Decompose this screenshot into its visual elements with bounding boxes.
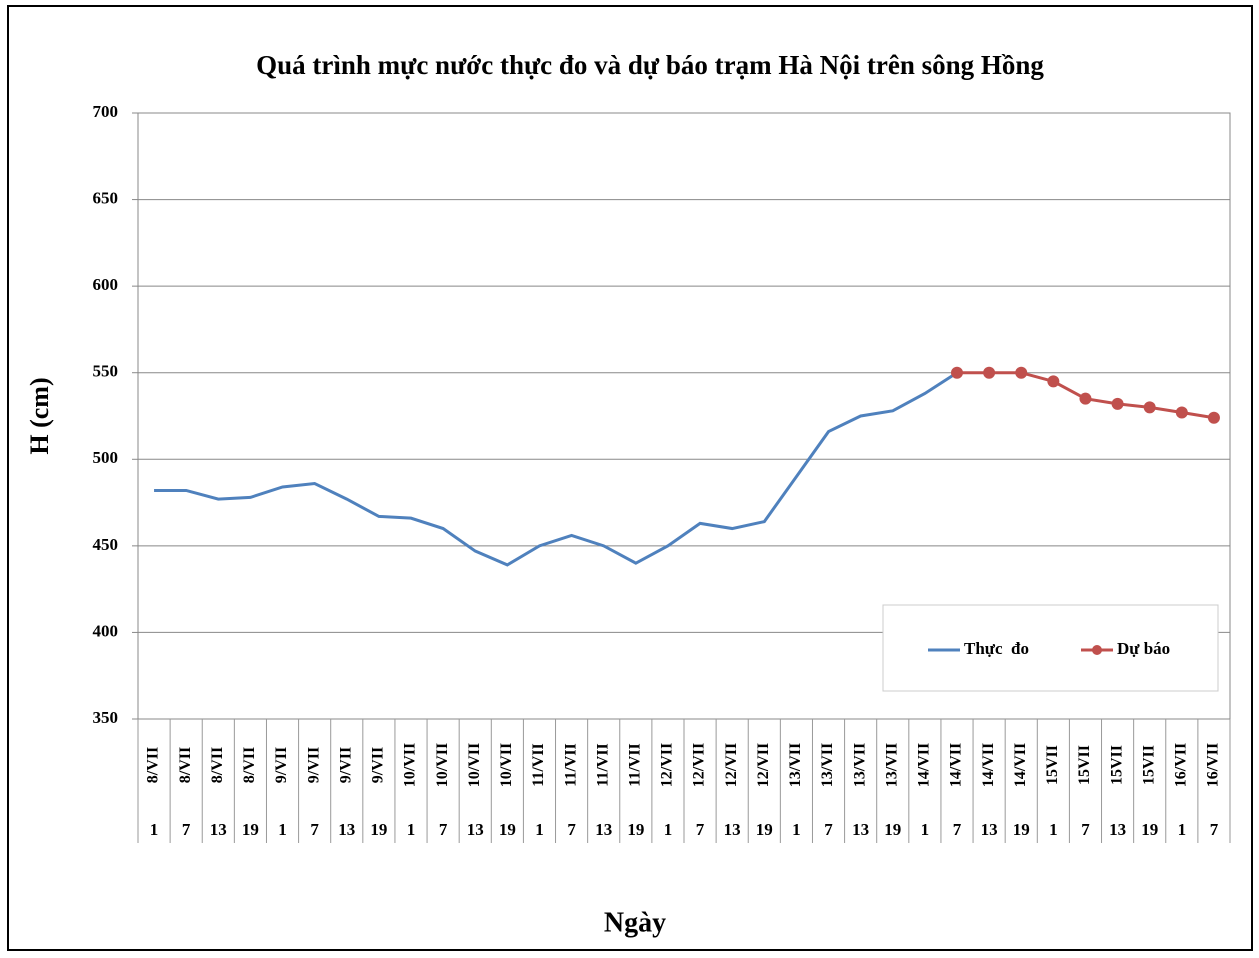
x-tick-sublabel: 1 (1178, 820, 1187, 839)
y-tick-label: 450 (93, 535, 119, 554)
x-tick-sublabel: 1 (921, 820, 930, 839)
x-tick-sublabel: 19 (370, 820, 387, 839)
x-tick-sublabel: 19 (627, 820, 644, 839)
x-tick-sublabel: 13 (595, 820, 612, 839)
x-tick-label: 9/VII (273, 747, 290, 783)
x-tick-sublabel: 7 (696, 820, 705, 839)
x-tick-label: 8/VII (145, 747, 162, 783)
x-tick-sublabel: 7 (1210, 820, 1219, 839)
x-tick-sublabel: 7 (824, 820, 833, 839)
x-tick-sublabel: 13 (981, 820, 998, 839)
x-tick-sublabel: 7 (439, 820, 448, 839)
y-tick-label: 700 (93, 102, 119, 121)
x-tick-label: 13/VII (787, 743, 804, 787)
x-tick-label: 16/VII (1205, 743, 1222, 787)
x-tick-sublabel: 1 (407, 820, 416, 839)
series-line (154, 371, 958, 567)
y-tick-label: 600 (93, 275, 119, 294)
y-tick-label: 500 (93, 448, 119, 467)
x-tick-label: 13/VII (851, 743, 868, 787)
x-tick-label: 10/VII (402, 743, 419, 787)
x-tick-label: 14/VII (916, 743, 933, 787)
x-tick-sublabel: 1 (664, 820, 673, 839)
legend-label: Thực đo (964, 639, 1029, 658)
chart-title: Quá trình mực nước thực đo và dự báo trạ… (256, 50, 1044, 80)
x-tick-label: 16/VII (1172, 743, 1189, 787)
x-tick-sublabel: 1 (150, 820, 159, 839)
point (1079, 392, 1092, 405)
x-tick-label: 10/VII (434, 743, 451, 787)
x-tick-label: 9/VII (337, 747, 354, 783)
x-tick-label: 9/VII (370, 747, 387, 783)
x-tick-sublabel: 1 (535, 820, 544, 839)
x-tick-label: 11/VII (594, 743, 611, 787)
x-tick-label: 14/VII (1012, 743, 1029, 787)
x-tick-label: 13/VII (883, 743, 900, 787)
x-tick-sublabel: 7 (567, 820, 576, 839)
x-tick-label: 9/VII (305, 747, 322, 783)
x-tick-label: 13/VII (819, 743, 836, 787)
x-tick-label: 12/VII (723, 743, 740, 787)
x-tick-sublabel: 1 (278, 820, 287, 839)
y-tick-label: 550 (93, 362, 119, 381)
x-tick-label: 8/VII (209, 747, 226, 783)
x-tick-sublabel: 13 (210, 820, 227, 839)
x-tick-sublabel: 19 (1141, 820, 1158, 839)
x-tick-label: 15VII (1108, 745, 1125, 785)
point (1207, 411, 1220, 424)
point (1111, 397, 1124, 410)
x-tick-label: 12/VII (691, 743, 708, 787)
y-tick-label: 400 (93, 621, 119, 640)
x-tick-label: 14/VII (948, 743, 965, 787)
x-tick-sublabel: 1 (792, 820, 801, 839)
x-tick-label: 11/VII (530, 743, 547, 787)
point (1175, 406, 1188, 419)
legend-label: Dự báo (1117, 639, 1170, 658)
x-tick-sublabel: 19 (884, 820, 901, 839)
x-tick-sublabel: 1 (1049, 820, 1058, 839)
point (951, 366, 963, 379)
x-tick-label: 8/VII (177, 747, 194, 783)
y-tick-label: 350 (93, 708, 119, 727)
x-tick-sublabel: 19 (756, 820, 773, 839)
legend-marker (1092, 645, 1102, 655)
x-tick-sublabel: 7 (1081, 820, 1090, 839)
x-axis-label: Ngày (604, 907, 666, 938)
x-tick-label: 14/VII (980, 743, 997, 787)
x-tick-label: 10/VII (466, 743, 483, 787)
x-tick-label: 15VII (1044, 745, 1061, 785)
x-tick-sublabel: 13 (1109, 820, 1126, 839)
x-tick-sublabel: 19 (242, 820, 259, 839)
point (1047, 375, 1060, 388)
point (1015, 366, 1028, 379)
y-tick-label: 650 (93, 188, 119, 207)
x-tick-label: 10/VII (498, 743, 515, 787)
x-tick-sublabel: 7 (953, 820, 962, 839)
x-tick-sublabel: 7 (182, 820, 191, 839)
x-tick-sublabel: 13 (467, 820, 484, 839)
x-tick-sublabel: 19 (1013, 820, 1030, 839)
point (983, 366, 996, 379)
x-tick-sublabel: 13 (724, 820, 741, 839)
x-tick-label: 12/VII (659, 743, 676, 787)
legend-box (882, 604, 1219, 692)
x-tick-label: 15VII (1140, 745, 1157, 785)
x-tick-sublabel: 13 (852, 820, 869, 839)
x-tick-sublabel: 13 (338, 820, 355, 839)
point (1143, 401, 1156, 414)
x-tick-sublabel: 7 (310, 820, 319, 839)
x-tick-label: 12/VII (755, 743, 772, 787)
x-tick-label: 15VII (1076, 745, 1093, 785)
x-tick-label: 11/VII (626, 743, 643, 787)
x-tick-label: 8/VII (241, 747, 258, 783)
x-tick-label: 11/VII (562, 743, 579, 787)
x-tick-sublabel: 19 (499, 820, 516, 839)
y-axis-label: H (cm) (25, 377, 54, 454)
